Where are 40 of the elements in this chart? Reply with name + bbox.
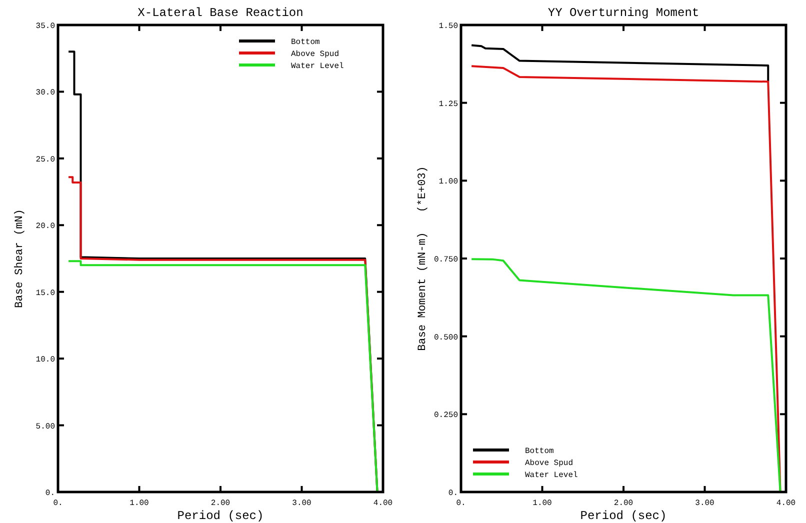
legend-label: Water Level (525, 471, 578, 480)
x-axis-title: Period (sec) (580, 509, 667, 523)
chart-title: X-Lateral Base Reaction (138, 6, 304, 20)
x-tick-label: 3.00 (695, 499, 715, 508)
y-tick-label: 1.25 (438, 100, 458, 109)
y-tick-label: 30.0 (36, 88, 56, 98)
y-tick-label: 0. (448, 489, 458, 498)
y-tick-label: 0.250 (434, 411, 458, 420)
x-tick-label: 0. (456, 499, 466, 508)
y-tick-label: 35.0 (36, 22, 56, 31)
y-tick-label: 0. (45, 489, 55, 498)
line-series (470, 44, 770, 83)
legend-label: Water Level (291, 62, 344, 71)
x-axis-title: Period (sec) (177, 509, 264, 523)
y-tick-label: 0.500 (434, 333, 458, 342)
y-tick-label: 10.0 (36, 356, 56, 365)
y-tick-label: 25.0 (36, 155, 56, 164)
y-axis-title: Base Shear (mN) (14, 208, 26, 308)
x-tick-label: 1.00 (532, 499, 552, 508)
y-axis-title: Base Moment (mN-m) (*E+03) (417, 166, 429, 351)
line-series (470, 258, 782, 492)
legend-label: Above Spud (291, 50, 340, 59)
y-tick-label: 1.50 (438, 22, 458, 31)
legend-label: Bottom (525, 447, 554, 456)
legend-label: Bottom (291, 38, 320, 47)
x-tick-label: 4.00 (776, 499, 796, 508)
legend-label: Above Spud (525, 459, 574, 468)
y-tick-label: 15.0 (36, 288, 56, 298)
x-tick-label: 0. (53, 499, 63, 508)
line-series (470, 65, 782, 492)
x-tick-label: 2.00 (614, 499, 634, 508)
x-tick-label: 2.00 (210, 499, 230, 508)
y-tick-label: 0.750 (434, 256, 458, 264)
y-tick-label: 1.00 (438, 178, 458, 187)
x-tick-label: 4.00 (373, 499, 393, 508)
y-tick-label: 5.00 (36, 422, 56, 432)
chart-title: YY Overturning Moment (548, 6, 700, 20)
y-tick-label: 20.0 (36, 222, 56, 232)
x-tick-label: 1.00 (130, 499, 150, 508)
x-tick-label: 3.00 (292, 499, 312, 508)
